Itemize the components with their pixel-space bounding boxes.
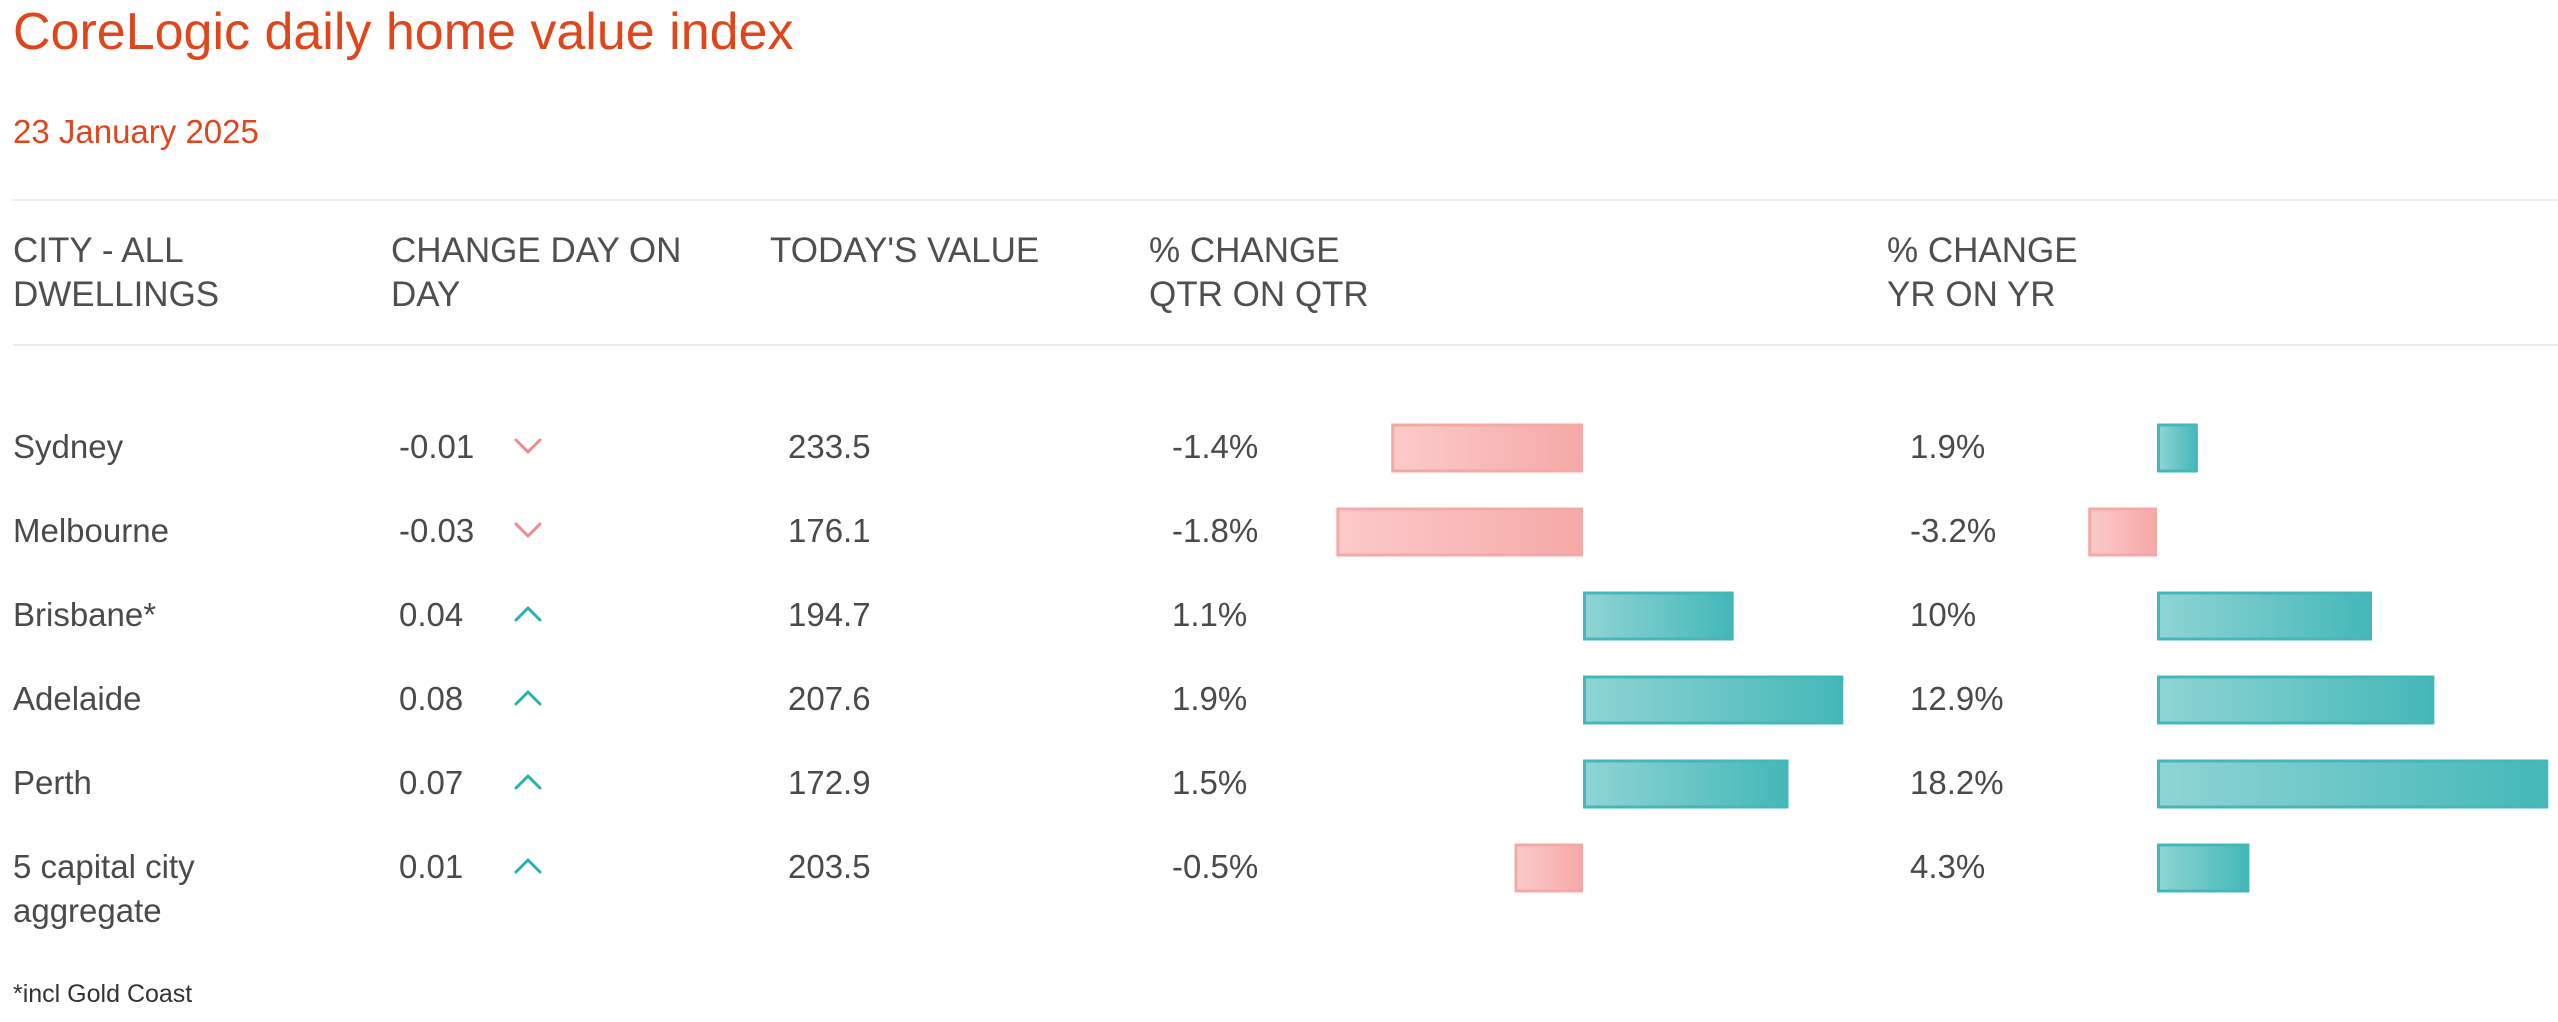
header-dod-line-1: CHANGE DAY ON [391,231,682,270]
header-top-divider [13,199,2558,201]
table-row: Brisbane* 0.04 194.7 1.1% 10% [0,573,2558,657]
yr-change-label: -3.2% [1910,512,1997,549]
header-city: CITY - ALL DWELLINGS [13,229,219,317]
header-todays-value: TODAY'S VALUE [770,229,1039,273]
chevron-up-icon [514,858,542,874]
city-name-line: Brisbane* [13,596,157,633]
qtr-change-label: 1.1% [1172,596,1248,633]
header-bottom-divider [13,344,2558,346]
city-name-line: 5 capital city [13,848,195,885]
yr-change-label: 10% [1910,596,1977,633]
todays-value: 233.5 [788,428,871,465]
todays-value: 172.9 [788,764,871,801]
chevron-up-icon [514,606,542,622]
header-value-line-1: TODAY'S VALUE [770,231,1040,270]
header-qtr-line-1: % CHANGE [1149,231,1340,270]
header-yr-line-1: % CHANGE [1887,231,2078,270]
qtr-change-bar [1336,507,1584,557]
header-qtr-change: % CHANGE QTR ON QTR [1149,229,1369,317]
table-row: 5 capital city aggregate 0.01 203.5 -0.5% 4.3… [0,825,2558,929]
qtr-change-bar [1583,591,1734,641]
change-day-value: 0.01 [399,848,464,885]
yr-change-bar-container [2157,591,2372,641]
qtr-change-bar-container [1336,507,1584,557]
chevron-down-icon [514,438,542,454]
footnote: *incl Gold Coast [13,980,193,1008]
city-name-line: Sydney [13,428,124,465]
city-name: Perth [13,761,92,805]
header-yr-line-2: YR ON YR [1887,275,2056,314]
city-name: Melbourne [13,509,169,553]
yr-change-bar-container [2157,759,2549,809]
city-name: Adelaide [13,677,141,721]
page-date: 23 January 2025 [13,113,259,150]
header-qtr-line-2: QTR ON QTR [1149,275,1369,314]
qtr-change-bar-container [1583,591,1734,641]
qtr-change-bar [1583,675,1844,725]
city-name: Brisbane* [13,593,156,637]
yr-change-bar-container [2157,423,2198,473]
header-dod-line-2: DAY [391,275,461,314]
yr-change-bar-container [2157,675,2435,725]
yr-change-bar [2088,507,2157,557]
qtr-change-label: 1.9% [1172,680,1248,717]
chevron-down-icon [514,522,542,538]
city-name-line: Perth [13,764,92,801]
header-yr-change: % CHANGE YR ON YR [1887,229,2078,317]
page-title: CoreLogic daily home value index [13,3,794,61]
yr-change-label: 1.9% [1910,428,1986,465]
city-name-line: aggregate [13,892,162,929]
chevron-up-icon [514,774,542,790]
yr-change-bar [2157,759,2549,809]
qtr-change-label: 1.5% [1172,764,1248,801]
yr-change-label: 4.3% [1910,848,1986,885]
yr-change-label: 12.9% [1910,680,2004,717]
qtr-change-bar [1583,759,1789,809]
qtr-change-bar-container [1514,843,1583,893]
city-name: 5 capital city aggregate [13,845,195,933]
qtr-change-bar-container [1583,675,1844,725]
change-day-value: -0.03 [399,512,475,549]
qtr-change-label: -0.5% [1172,848,1259,885]
table-row: Adelaide 0.08 207.6 1.9% 12.9% [0,657,2558,741]
qtr-change-bar [1514,843,1583,893]
yr-change-bar [2157,843,2250,893]
yr-change-bar [2157,591,2372,641]
table-row: Perth 0.07 172.9 1.5% 18.2% [0,741,2558,825]
yr-change-bar [2157,675,2435,725]
todays-value: 207.6 [788,680,871,717]
yr-change-label: 18.2% [1910,764,2004,801]
header-city-line-1: CITY - ALL [13,231,184,270]
yr-change-bar-container [2157,843,2250,893]
chevron-up-icon [514,690,542,706]
change-day-value: 0.07 [399,764,464,801]
header-change-day: CHANGE DAY ON DAY [391,229,681,317]
qtr-change-label: -1.8% [1172,512,1259,549]
qtr-change-bar-container [1583,759,1789,809]
todays-value: 203.5 [788,848,871,885]
table-row: Sydney -0.01 233.5 -1.4% 1.9% [0,405,2558,489]
change-day-value: 0.08 [399,680,464,717]
todays-value: 176.1 [788,512,871,549]
qtr-change-bar-container [1391,423,1583,473]
todays-value: 194.7 [788,596,871,633]
city-name: Sydney [13,425,123,469]
header-city-line-2: DWELLINGS [13,275,220,314]
change-day-value: 0.04 [399,596,464,633]
city-name-line: Adelaide [13,680,142,717]
yr-change-bar [2157,423,2198,473]
qtr-change-label: -1.4% [1172,428,1259,465]
yr-change-bar-container [2088,507,2157,557]
change-day-value: -0.01 [399,428,475,465]
qtr-change-bar [1391,423,1583,473]
table-row: Melbourne -0.03 176.1 -1.8% -3.2% [0,489,2558,573]
city-name-line: Melbourne [13,512,169,549]
